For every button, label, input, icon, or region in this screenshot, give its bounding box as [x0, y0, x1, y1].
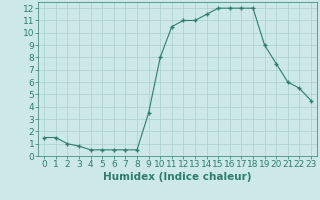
X-axis label: Humidex (Indice chaleur): Humidex (Indice chaleur)	[103, 172, 252, 182]
